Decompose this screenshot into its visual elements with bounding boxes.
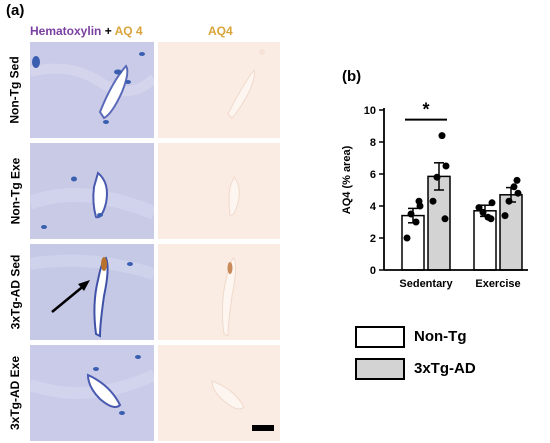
micrograph-nontg-sed-hematoxylin (30, 42, 154, 138)
plus-sign: + (101, 24, 115, 38)
x-category-label-0: Sedentary (399, 278, 453, 290)
row-label-nontg-exe: Non-Tg Exe (8, 157, 23, 225)
data-point (487, 215, 495, 223)
micrograph-3xtg-exe-aq4 (158, 345, 280, 441)
scale-bar (252, 425, 274, 431)
legend-swatch-nontg (355, 326, 405, 348)
bar-3xtg-ad-exercise (499, 194, 523, 271)
micrograph-3xtg-sed-aq4 (158, 244, 280, 340)
data-point (505, 197, 513, 205)
data-point (510, 183, 518, 191)
y-tick-label-4: 8 (370, 137, 376, 149)
panel-label-b: (b) (342, 68, 362, 85)
arrow-shaft (51, 283, 87, 313)
x-axis-categories: Sedentary Exercise (399, 278, 520, 290)
aq4-bar-chart: AQ4 (% area) 0 2 4 6 8 10 Sedentary Exercise * (341, 100, 528, 290)
row-label-3xtg-sed: 3xTg-AD Sed (8, 254, 22, 330)
data-point (479, 208, 487, 216)
column-header-aq4: AQ4 (208, 24, 233, 38)
data-point (441, 215, 449, 223)
y-axis-ticks: 0 2 4 6 8 10 (364, 105, 384, 277)
aq4-header-text: AQ 4 (114, 24, 143, 38)
y-axis-label: AQ4 (% area) (341, 145, 353, 214)
significance-star: * (422, 100, 429, 120)
column-header-hematoxylin-aq4: Hematoxylin + AQ 4 (30, 24, 143, 38)
significance-marker: * (405, 100, 447, 121)
data-point (433, 173, 441, 181)
data-point (513, 176, 521, 184)
arrow-head-icon (78, 280, 90, 291)
micrograph-nontg-exe-aq4 (158, 143, 280, 239)
data-point (403, 234, 411, 242)
data-point (415, 197, 423, 205)
data-point (501, 212, 509, 220)
micrograph-3xtg-exe-hematoxylin (30, 345, 154, 441)
y-tick-label-0: 0 (370, 265, 376, 277)
data-point (412, 218, 420, 226)
y-tick-label-2: 4 (370, 201, 377, 213)
data-point (488, 199, 496, 207)
row-label-nontg-sed: Non-Tg Sed (8, 56, 23, 124)
micrograph-3xtg-sed-hematoxylin (30, 244, 154, 340)
legend-label-3xtg: 3xTg-AD (414, 360, 476, 377)
data-point (407, 210, 415, 218)
legend-swatch-3xtg (355, 358, 405, 380)
data-point (514, 189, 522, 197)
y-tick-label-3: 6 (370, 169, 376, 181)
micrograph-nontg-exe-hematoxylin (30, 143, 154, 239)
data-point (475, 204, 483, 212)
y-tick-label-1: 2 (370, 233, 376, 245)
chart-axes (383, 108, 528, 271)
hematoxylin-header-text: Hematoxylin (30, 24, 102, 38)
data-point (442, 162, 450, 170)
micrograph-nontg-sed-aq4 (158, 42, 280, 138)
data-point (429, 197, 437, 205)
y-tick-label-5: 10 (364, 105, 376, 117)
row-label-3xtg-exe: 3xTg-AD Exe (8, 355, 22, 431)
panel-label-a: (a) (6, 2, 25, 19)
legend-label-nontg: Non-Tg (414, 328, 467, 345)
x-category-label-1: Exercise (475, 278, 520, 290)
chart-data-points (403, 132, 522, 242)
data-point (438, 132, 446, 140)
